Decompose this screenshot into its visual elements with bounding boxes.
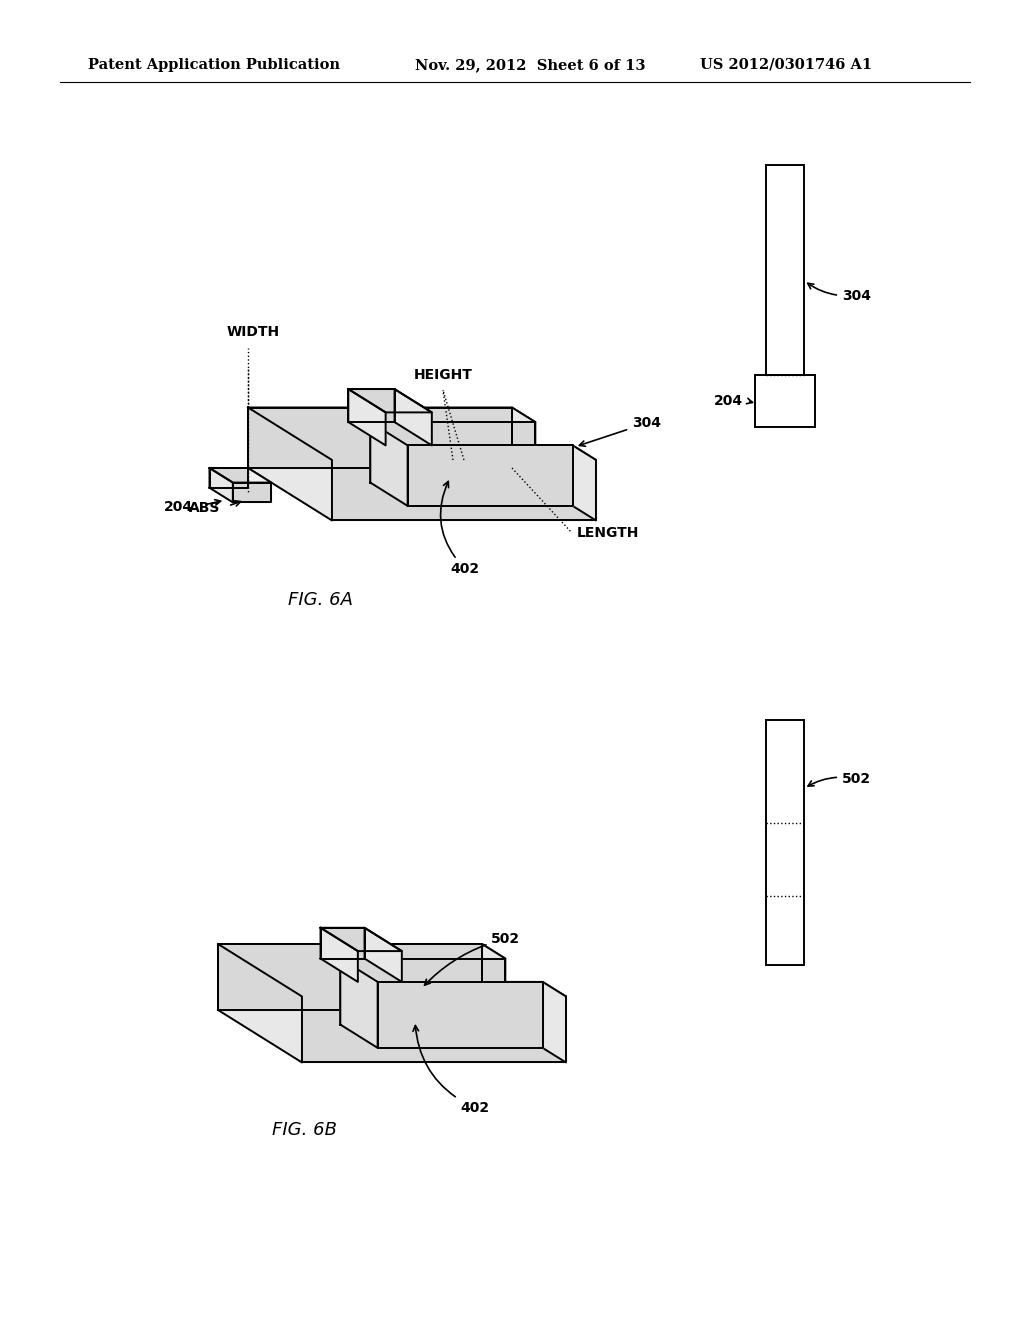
Polygon shape	[248, 408, 332, 520]
Text: HEIGHT: HEIGHT	[414, 368, 472, 381]
Text: 502: 502	[808, 772, 871, 787]
Polygon shape	[218, 944, 505, 958]
Polygon shape	[408, 445, 572, 506]
Text: 304: 304	[580, 416, 660, 446]
Text: 204: 204	[714, 393, 743, 408]
Polygon shape	[482, 944, 505, 1024]
Text: 502: 502	[425, 932, 520, 985]
Text: 204: 204	[164, 500, 194, 513]
Polygon shape	[210, 469, 232, 503]
Text: US 2012/0301746 A1: US 2012/0301746 A1	[700, 58, 872, 73]
Text: WIDTH: WIDTH	[226, 326, 280, 339]
Polygon shape	[242, 958, 378, 982]
Polygon shape	[210, 469, 271, 483]
Polygon shape	[378, 982, 543, 1048]
Text: LENGTH: LENGTH	[577, 525, 639, 540]
Polygon shape	[348, 389, 394, 422]
Polygon shape	[348, 389, 432, 412]
Polygon shape	[321, 928, 365, 958]
Bar	[755, 375, 815, 426]
Polygon shape	[321, 928, 401, 952]
Polygon shape	[365, 928, 401, 982]
Polygon shape	[340, 958, 505, 1024]
Polygon shape	[371, 422, 408, 506]
Text: Nov. 29, 2012  Sheet 6 of 13: Nov. 29, 2012 Sheet 6 of 13	[415, 58, 645, 73]
Polygon shape	[210, 469, 248, 488]
Polygon shape	[248, 408, 536, 422]
Polygon shape	[248, 408, 512, 469]
Bar	[766, 719, 804, 965]
Polygon shape	[232, 483, 271, 503]
Polygon shape	[308, 445, 596, 459]
Text: ABS: ABS	[188, 502, 220, 515]
Polygon shape	[512, 408, 536, 483]
Polygon shape	[218, 944, 482, 1010]
Polygon shape	[543, 982, 566, 1063]
Text: Patent Application Publication: Patent Application Publication	[88, 58, 340, 73]
Polygon shape	[218, 944, 302, 1063]
Polygon shape	[271, 422, 408, 445]
Text: FIG. 6A: FIG. 6A	[288, 591, 352, 609]
Polygon shape	[332, 459, 596, 520]
Polygon shape	[321, 928, 357, 982]
Polygon shape	[302, 997, 566, 1063]
Text: FIG. 6B: FIG. 6B	[272, 1121, 338, 1139]
Bar	[766, 165, 804, 375]
Text: 402: 402	[413, 1026, 489, 1115]
Polygon shape	[572, 445, 596, 520]
Polygon shape	[279, 982, 566, 997]
Polygon shape	[371, 422, 536, 483]
Polygon shape	[340, 958, 378, 1048]
Text: 304: 304	[808, 284, 871, 302]
Text: 402: 402	[440, 482, 480, 577]
Polygon shape	[394, 389, 432, 445]
Polygon shape	[348, 389, 386, 445]
